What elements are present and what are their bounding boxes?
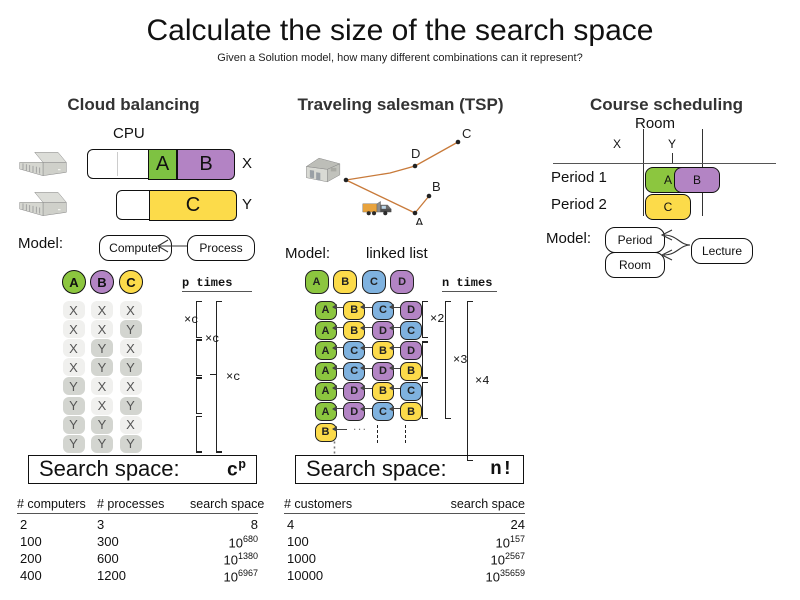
svg-text:B: B [432, 179, 441, 194]
svg-text:C: C [462, 126, 471, 141]
svg-text:D: D [411, 146, 420, 161]
svg-text:A: A [415, 215, 424, 225]
